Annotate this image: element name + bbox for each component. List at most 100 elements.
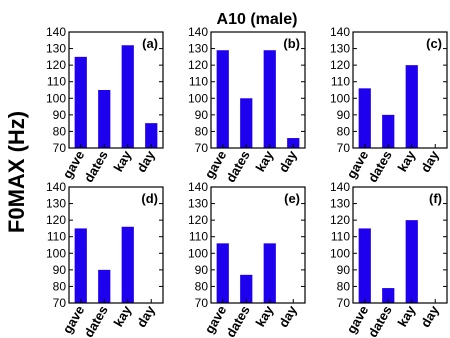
bar-gave bbox=[216, 243, 229, 303]
y-tick-label: 80 bbox=[337, 124, 351, 138]
bar-day bbox=[287, 138, 300, 148]
y-tick-label: 140 bbox=[188, 25, 208, 39]
x-tick-label: kay bbox=[395, 147, 419, 174]
y-tick-label: 70 bbox=[195, 296, 209, 310]
x-tick-label: dates bbox=[365, 303, 395, 338]
x-tick-label: day bbox=[276, 302, 301, 330]
y-tick-label: 130 bbox=[46, 197, 66, 211]
y-tick-label: 130 bbox=[46, 42, 66, 56]
y-tick-label: 110 bbox=[47, 75, 66, 89]
figure-ylabel: F0MAX (Hz) bbox=[4, 111, 29, 233]
y-tick-label: 140 bbox=[188, 180, 208, 194]
bar-dates bbox=[240, 274, 253, 303]
y-tick-label: 80 bbox=[195, 279, 209, 293]
x-tick-label: day bbox=[418, 147, 443, 175]
panel-label: (b) bbox=[283, 36, 300, 51]
bar-kay bbox=[263, 50, 276, 148]
y-tick-label: 90 bbox=[195, 263, 209, 277]
y-tick-label: 120 bbox=[46, 213, 66, 227]
y-tick-label: 110 bbox=[331, 75, 350, 89]
axes-frame bbox=[68, 31, 164, 149]
y-tick-label: 100 bbox=[46, 246, 66, 260]
x-tick-label: kay bbox=[253, 302, 277, 329]
x-tick-label: day bbox=[134, 147, 159, 175]
axes-frame bbox=[68, 186, 164, 304]
y-tick-label: 120 bbox=[330, 58, 350, 72]
bar-gave bbox=[358, 228, 371, 303]
bar-kay bbox=[263, 243, 276, 303]
bar-kay bbox=[121, 45, 134, 148]
y-tick-label: 80 bbox=[337, 279, 351, 293]
y-tick-label: 70 bbox=[337, 141, 351, 155]
panel-label: (a) bbox=[142, 36, 158, 51]
y-tick-label: 80 bbox=[53, 279, 67, 293]
bar-kay bbox=[405, 65, 418, 148]
y-tick-label: 100 bbox=[330, 91, 350, 105]
axes-frame bbox=[352, 31, 448, 149]
y-tick-label: 100 bbox=[188, 246, 208, 260]
axes-frame bbox=[210, 31, 306, 149]
y-tick-label: 130 bbox=[188, 42, 208, 56]
x-tick-label: kay bbox=[111, 147, 135, 174]
y-tick-label: 90 bbox=[337, 108, 351, 122]
y-tick-label: 140 bbox=[330, 180, 350, 194]
panel-label: (c) bbox=[426, 36, 442, 51]
x-tick-label: dates bbox=[223, 148, 253, 185]
bar-gave bbox=[74, 56, 87, 148]
bar-dates bbox=[382, 114, 395, 148]
y-tick-label: 120 bbox=[188, 58, 208, 72]
axes-frame bbox=[210, 186, 306, 304]
y-tick-label: 120 bbox=[330, 213, 350, 227]
y-tick-label: 110 bbox=[331, 230, 350, 244]
y-tick-label: 110 bbox=[47, 230, 66, 244]
y-tick-label: 140 bbox=[46, 180, 66, 194]
y-tick-label: 90 bbox=[53, 108, 67, 122]
axes-frame bbox=[352, 186, 448, 304]
panel-label: (e) bbox=[284, 191, 300, 206]
x-tick-label: day bbox=[276, 147, 301, 175]
bar-kay bbox=[121, 226, 134, 303]
x-tick-label: kay bbox=[111, 302, 135, 329]
bar-gave bbox=[74, 228, 87, 303]
y-tick-label: 140 bbox=[330, 25, 350, 39]
bar-dates bbox=[382, 288, 395, 303]
x-tick-label: kay bbox=[395, 302, 419, 329]
y-tick-label: 100 bbox=[46, 91, 66, 105]
x-tick-label: kay bbox=[253, 147, 277, 174]
y-tick-label: 130 bbox=[330, 197, 350, 211]
y-tick-label: 100 bbox=[188, 91, 208, 105]
bar-day bbox=[145, 123, 158, 148]
y-tick-label: 70 bbox=[337, 296, 351, 310]
y-tick-label: 90 bbox=[195, 108, 209, 122]
x-tick-label: day bbox=[134, 302, 159, 330]
y-tick-label: 80 bbox=[53, 124, 67, 138]
panel-label: (f) bbox=[429, 191, 442, 206]
y-tick-label: 130 bbox=[188, 197, 208, 211]
y-tick-label: 70 bbox=[53, 296, 67, 310]
x-tick-label: dates bbox=[81, 303, 111, 338]
y-tick-label: 120 bbox=[46, 58, 66, 72]
x-tick-label: dates bbox=[81, 148, 111, 185]
bar-dates bbox=[98, 90, 111, 148]
y-tick-label: 140 bbox=[46, 25, 66, 39]
x-tick-label: dates bbox=[365, 148, 395, 185]
y-tick-label: 120 bbox=[188, 213, 208, 227]
x-tick-label: dates bbox=[223, 303, 253, 338]
y-tick-label: 110 bbox=[189, 75, 208, 89]
bar-dates bbox=[240, 98, 253, 148]
y-tick-label: 90 bbox=[53, 263, 67, 277]
x-tick-label: day bbox=[418, 302, 443, 330]
y-tick-label: 110 bbox=[189, 230, 208, 244]
bar-gave bbox=[358, 88, 371, 148]
y-tick-label: 70 bbox=[195, 141, 209, 155]
y-tick-label: 100 bbox=[330, 246, 350, 260]
y-tick-label: 90 bbox=[337, 263, 351, 277]
